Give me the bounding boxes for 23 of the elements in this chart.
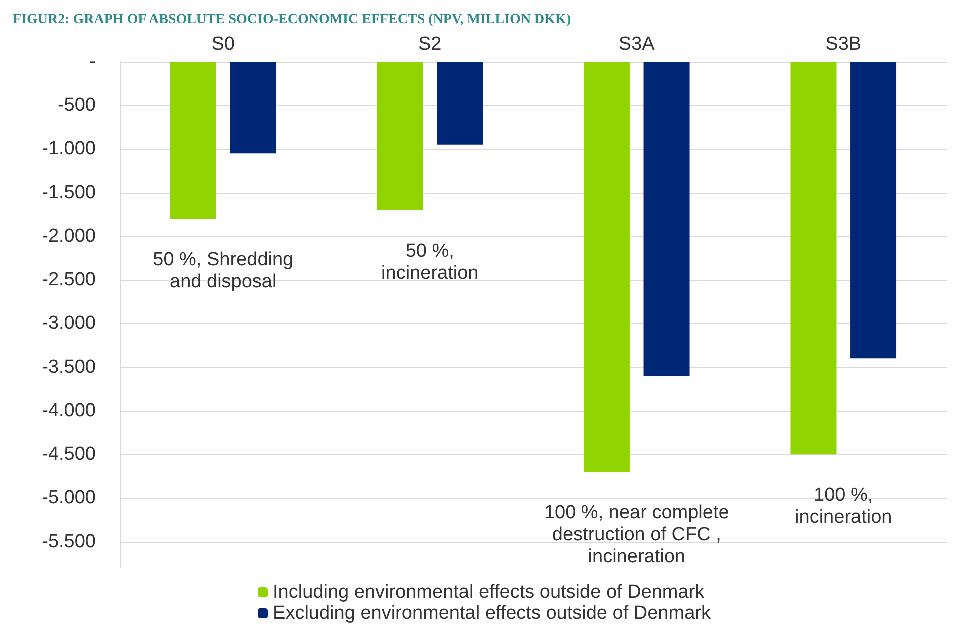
y-tick-label: -5.000 (42, 488, 96, 509)
legend-label: Including environmental effects outside of Denmark (273, 582, 706, 603)
y-tick-label: -4.000 (42, 400, 96, 422)
y-tick-label: -1.500 (42, 182, 96, 204)
annotation: 50 %, Shredding and disposal (153, 250, 294, 293)
annotation: 100 %, incineration (795, 485, 892, 528)
y-tick-label: -500 (58, 95, 96, 116)
y-tick-label: -3.000 (42, 313, 96, 334)
y-tick-label: - (90, 52, 96, 72)
y-tick-label: -3.500 (42, 356, 96, 378)
x-tick-label: S3A (618, 34, 656, 55)
x-tick-label: S3B (826, 34, 862, 55)
x-tick-label: S2 (418, 34, 442, 55)
y-tick-label: -2.000 (42, 226, 96, 247)
y-tick-label: -5.500 (42, 531, 96, 552)
y-tick-label: -1.000 (42, 138, 96, 160)
y-tick-label: -4.500 (42, 444, 96, 466)
chart-title: FIGUR2: GRAPH OF ABSOLUTE SOCIO-ECONOMIC EFFECTS (NPV, MILLION DKK) (13, 12, 572, 28)
annotation: 50 %, incineration (382, 240, 479, 284)
y-tick-label: -2.500 (42, 270, 96, 291)
annotation: 100 %, near complete destruction of CFC , incineration (544, 502, 730, 568)
x-tick-label: S0 (212, 34, 235, 55)
legend-label: Excluding environmental effects outside of Denmark (273, 603, 712, 624)
